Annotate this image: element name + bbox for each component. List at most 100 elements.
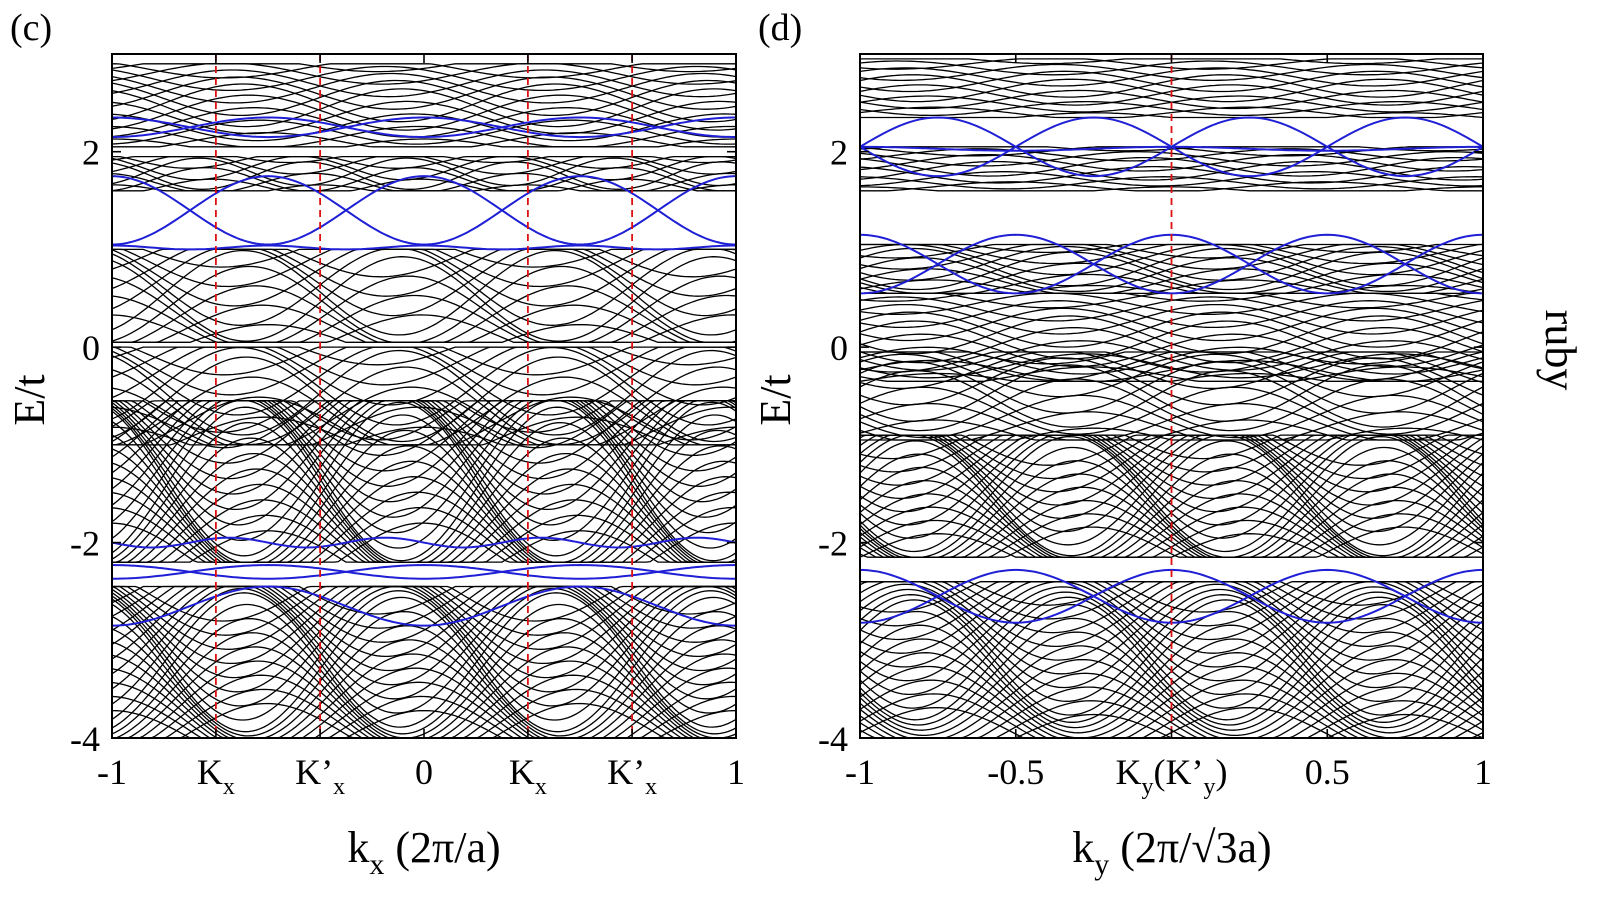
band-line <box>860 70 1483 93</box>
x-tick-label: -1 <box>845 752 875 792</box>
band-line <box>112 107 736 138</box>
band-line <box>112 138 736 148</box>
band-line <box>860 434 1483 533</box>
side-label: ruby <box>1536 310 1585 391</box>
edge-state-line <box>112 116 736 139</box>
bulk-band <box>112 155 736 192</box>
y-tick-label: -4 <box>818 719 848 759</box>
x-tick-label: Ky(K’y) <box>1116 752 1228 800</box>
band-line <box>860 603 1483 721</box>
band-line <box>860 631 1483 731</box>
band-line <box>112 585 736 636</box>
y-axis-label: E/t <box>5 374 54 425</box>
y-tick-label: 2 <box>82 133 100 173</box>
x-axis-label-sub: x <box>369 848 384 881</box>
x-tick-label: 0 <box>415 752 433 792</box>
plot-area <box>112 63 736 738</box>
band-line <box>860 693 1483 738</box>
y-axis-label: E/t <box>751 374 800 425</box>
band-line <box>112 491 736 563</box>
panel-label: (d) <box>758 7 802 49</box>
band-line <box>860 311 1483 348</box>
band-line <box>860 434 1483 466</box>
band-line <box>112 346 736 426</box>
y-tick-labels: 2 0 -2 -4 <box>70 133 100 759</box>
edge-state-line <box>860 145 1483 152</box>
band-line <box>112 249 736 336</box>
x-tick-label: 0.5 <box>1305 752 1350 792</box>
x-tick-label: K’x <box>295 752 345 800</box>
band-line <box>112 421 736 563</box>
band-line <box>112 695 736 738</box>
band-line <box>112 63 736 79</box>
band-line <box>860 434 1483 519</box>
band-line <box>112 63 736 85</box>
band-line <box>860 353 1483 398</box>
band-line <box>112 585 736 643</box>
y-tick-label: -2 <box>818 524 848 564</box>
band-line <box>112 65 736 92</box>
band-line <box>860 440 1483 557</box>
x-tick-label: 1 <box>1474 752 1492 792</box>
x-tick-labels: -1 -0.5 Ky(K’y) 0.5 1 <box>845 752 1492 800</box>
band-line <box>860 658 1483 738</box>
x-tick-label: 1 <box>727 752 745 792</box>
x-axis-label-main: k <box>347 823 369 872</box>
band-line <box>860 435 1483 553</box>
y-tick-label: -2 <box>70 524 100 564</box>
band-line <box>860 171 1483 187</box>
bulk-band <box>112 248 736 343</box>
band-line <box>112 401 736 557</box>
x-tick-label: K’x <box>607 752 657 800</box>
x-axis-label: kx (2π/a) <box>347 823 500 881</box>
band-line <box>860 146 1483 152</box>
edge-state-line <box>860 233 1483 295</box>
band-line <box>860 581 1483 606</box>
panel-c: (c) 2 0 -2 -4 -1 Kx K’x 0 Kx K’x 1 E/t kx (2π/a) <box>5 7 745 881</box>
band-line <box>860 686 1483 738</box>
x-axis-label-sub: y <box>1094 848 1109 881</box>
band-line <box>112 94 736 131</box>
band-line <box>112 157 736 187</box>
band-line <box>860 63 1483 82</box>
x-tick-label: Kx <box>197 752 235 800</box>
bulk-band <box>112 585 736 738</box>
bulk-band <box>112 63 736 148</box>
band-line <box>112 709 736 738</box>
x-axis-label-unit: (2π/a) <box>384 823 500 872</box>
band-line <box>112 366 736 446</box>
band-line <box>112 346 736 416</box>
band-line <box>112 248 736 297</box>
band-line <box>860 366 1483 382</box>
y-tick-labels: 2 0 -2 -4 <box>818 133 848 759</box>
plot-area <box>860 58 1483 738</box>
tick-marks <box>859 54 1484 739</box>
band-line <box>860 586 1483 682</box>
y-tick-label: 2 <box>830 133 848 173</box>
marker-lines <box>214 54 634 738</box>
x-tick-label: -0.5 <box>987 752 1044 792</box>
y-tick-label: 0 <box>82 328 100 368</box>
edge-state-line <box>112 563 736 580</box>
x-axis-label-main: k <box>1072 823 1094 872</box>
band-line <box>112 603 736 735</box>
band-line <box>860 581 1483 661</box>
edge-state-line <box>860 568 1483 624</box>
band-line <box>860 713 1483 738</box>
band-line <box>112 346 736 386</box>
y-tick-label: 0 <box>830 328 848 368</box>
band-line <box>860 257 1483 293</box>
band-line <box>112 400 736 549</box>
band-line <box>112 445 736 563</box>
band-line <box>860 243 1483 254</box>
x-tick-label: -1 <box>97 752 127 792</box>
panel-label: (c) <box>10 7 52 49</box>
band-line <box>860 583 1483 675</box>
y-tick-label: -4 <box>70 719 100 759</box>
x-tick-label: Kx <box>509 752 547 800</box>
band-line <box>112 248 736 317</box>
band-line <box>860 370 1483 428</box>
band-line <box>860 473 1483 558</box>
band-line <box>860 106 1483 119</box>
